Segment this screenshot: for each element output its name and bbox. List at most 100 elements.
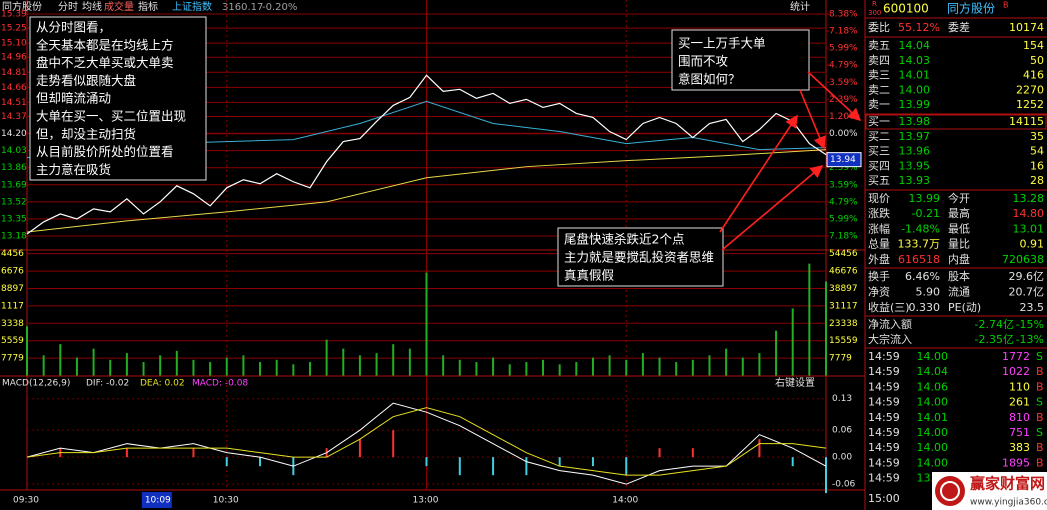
volume-bar (458, 359, 461, 376)
header-item[interactable]: 分时 (58, 1, 78, 13)
tick-side: B (1036, 365, 1044, 378)
volume-bar (558, 364, 561, 376)
annotation-text: 盘中不乏大单买或大单卖 (36, 55, 174, 70)
watermark-logo-ring (940, 481, 960, 501)
value: 55.12% (898, 21, 940, 34)
annotation-text: 但却暗流涌动 (36, 91, 111, 106)
y2-tick-label: 2.39% (829, 163, 858, 173)
annotation-text: 主力就是要搅乱投资者思维 (564, 250, 714, 265)
volume-bar (691, 359, 694, 376)
header-item[interactable]: 统计 (790, 0, 810, 13)
tick-volume: 383 (1009, 441, 1030, 454)
tick-time: 14:59 (868, 411, 900, 424)
watermark-logo (935, 476, 965, 506)
volume-bar (625, 359, 628, 376)
watermark: 赢家财富网 www.yingjia360.com (932, 472, 1047, 510)
tick-price: 14.00 (917, 456, 949, 469)
book-volume: 154 (1023, 39, 1044, 52)
tick-side: S (1036, 426, 1043, 439)
y-tick-label: 15.25 (1, 24, 27, 34)
volume-bar (209, 362, 212, 376)
stat-label: 收益(三) (868, 300, 910, 314)
stat-value: 29.6亿 (1009, 270, 1045, 283)
stat-value: 720638 (1002, 253, 1044, 266)
y2-tick-label: 4.79% (829, 197, 858, 207)
y2-tick-label: 5.99% (829, 215, 858, 225)
volume-bar (425, 272, 428, 376)
volume-bar (175, 350, 178, 376)
volume-bar (42, 355, 45, 376)
stat-label: 涨跌 (868, 206, 890, 220)
y2-tick-label: 3.59% (829, 180, 858, 190)
bid-highlight (865, 114, 1047, 130)
tick-time: 14:59 (868, 472, 900, 485)
volume-bar (575, 362, 578, 376)
volume-bar (525, 362, 528, 376)
y2-tick-label: 31117 (829, 301, 858, 311)
book-price: 14.04 (899, 39, 931, 52)
stat-value: 23.5 (1020, 301, 1045, 314)
annotation-text: 意图如何？ (678, 72, 741, 87)
volume-bar (708, 355, 711, 376)
tick-price: 14.04 (917, 365, 949, 378)
stat-value: 20.7亿 (1009, 286, 1045, 299)
flow-pct: -15% (1016, 318, 1044, 331)
header-item[interactable]: 均线 (82, 0, 102, 13)
tick-side: S (1036, 396, 1043, 409)
y-tick-label: 13.35 (1, 214, 27, 224)
tick-volume: 1772 (1002, 350, 1030, 363)
y-tick-label: 14.51 (1, 98, 27, 108)
header-item: 上证指数 (172, 0, 212, 13)
book-volume: 416 (1023, 69, 1044, 82)
stat-value: 0.330 (909, 301, 941, 314)
header-item[interactable]: 指标 (138, 0, 158, 13)
stat-label: 流通 (948, 285, 970, 299)
time-label: 14:00 (612, 496, 638, 506)
y-tick-label: 0.06 (832, 426, 852, 436)
y-tick-label: 8897 (1, 284, 24, 294)
volume-bar (508, 364, 511, 376)
y-tick-label: 5559 (1, 336, 24, 346)
stat-label: 总量 (868, 237, 890, 251)
label: 委差 (948, 20, 970, 34)
price-line (26, 149, 827, 233)
volume-bar (192, 359, 195, 376)
stat-label: 最低 (948, 222, 970, 235)
y-tick-label: 15.10 (1, 39, 27, 49)
tick-time: 14:59 (868, 441, 900, 454)
y-tick-label: 13.86 (1, 163, 27, 173)
header-item[interactable]: 成交量 (104, 0, 134, 13)
y-tick-label: 14.66 (1, 83, 27, 93)
current-price-tag (826, 152, 862, 168)
book-price: 14.00 (899, 83, 931, 96)
y2-tick-label: 2.39% (829, 95, 858, 105)
badge: 300 (868, 9, 881, 17)
macd-header: MACD: -0.08 (192, 379, 248, 389)
stat-value: 616518 (898, 253, 940, 266)
stat-value: -0.21 (912, 207, 940, 220)
stat-value: 13.01 (1013, 222, 1045, 235)
annotation-box (557, 227, 724, 287)
book-label: 卖二 (868, 83, 890, 96)
volume-bar (109, 359, 112, 376)
value: 10174 (1009, 21, 1044, 34)
y2-tick-label: 23338 (829, 319, 858, 329)
macd-setting[interactable]: 右键设置 (775, 376, 815, 389)
volume-bar (725, 348, 728, 376)
volume-bar (308, 362, 311, 376)
volume-bar (92, 348, 95, 376)
volume-bar (375, 353, 378, 376)
annotation-text: 从分时图看， (36, 20, 111, 35)
volume-bar (741, 357, 744, 376)
stat-value: 6.46% (905, 270, 940, 283)
cursor-time-label: 10:09 (145, 496, 171, 506)
annotation-text: 尾盘快速杀跌近2个点 (564, 232, 684, 247)
y2-tick-label: 5.99% (829, 44, 858, 54)
stat-value: 5.90 (916, 286, 941, 299)
tick-side: B (1036, 380, 1044, 393)
tick-volume: 110 (1009, 380, 1030, 393)
annotation-text: 围而不攻 (678, 54, 729, 69)
time-label: 13:00 (413, 496, 439, 506)
